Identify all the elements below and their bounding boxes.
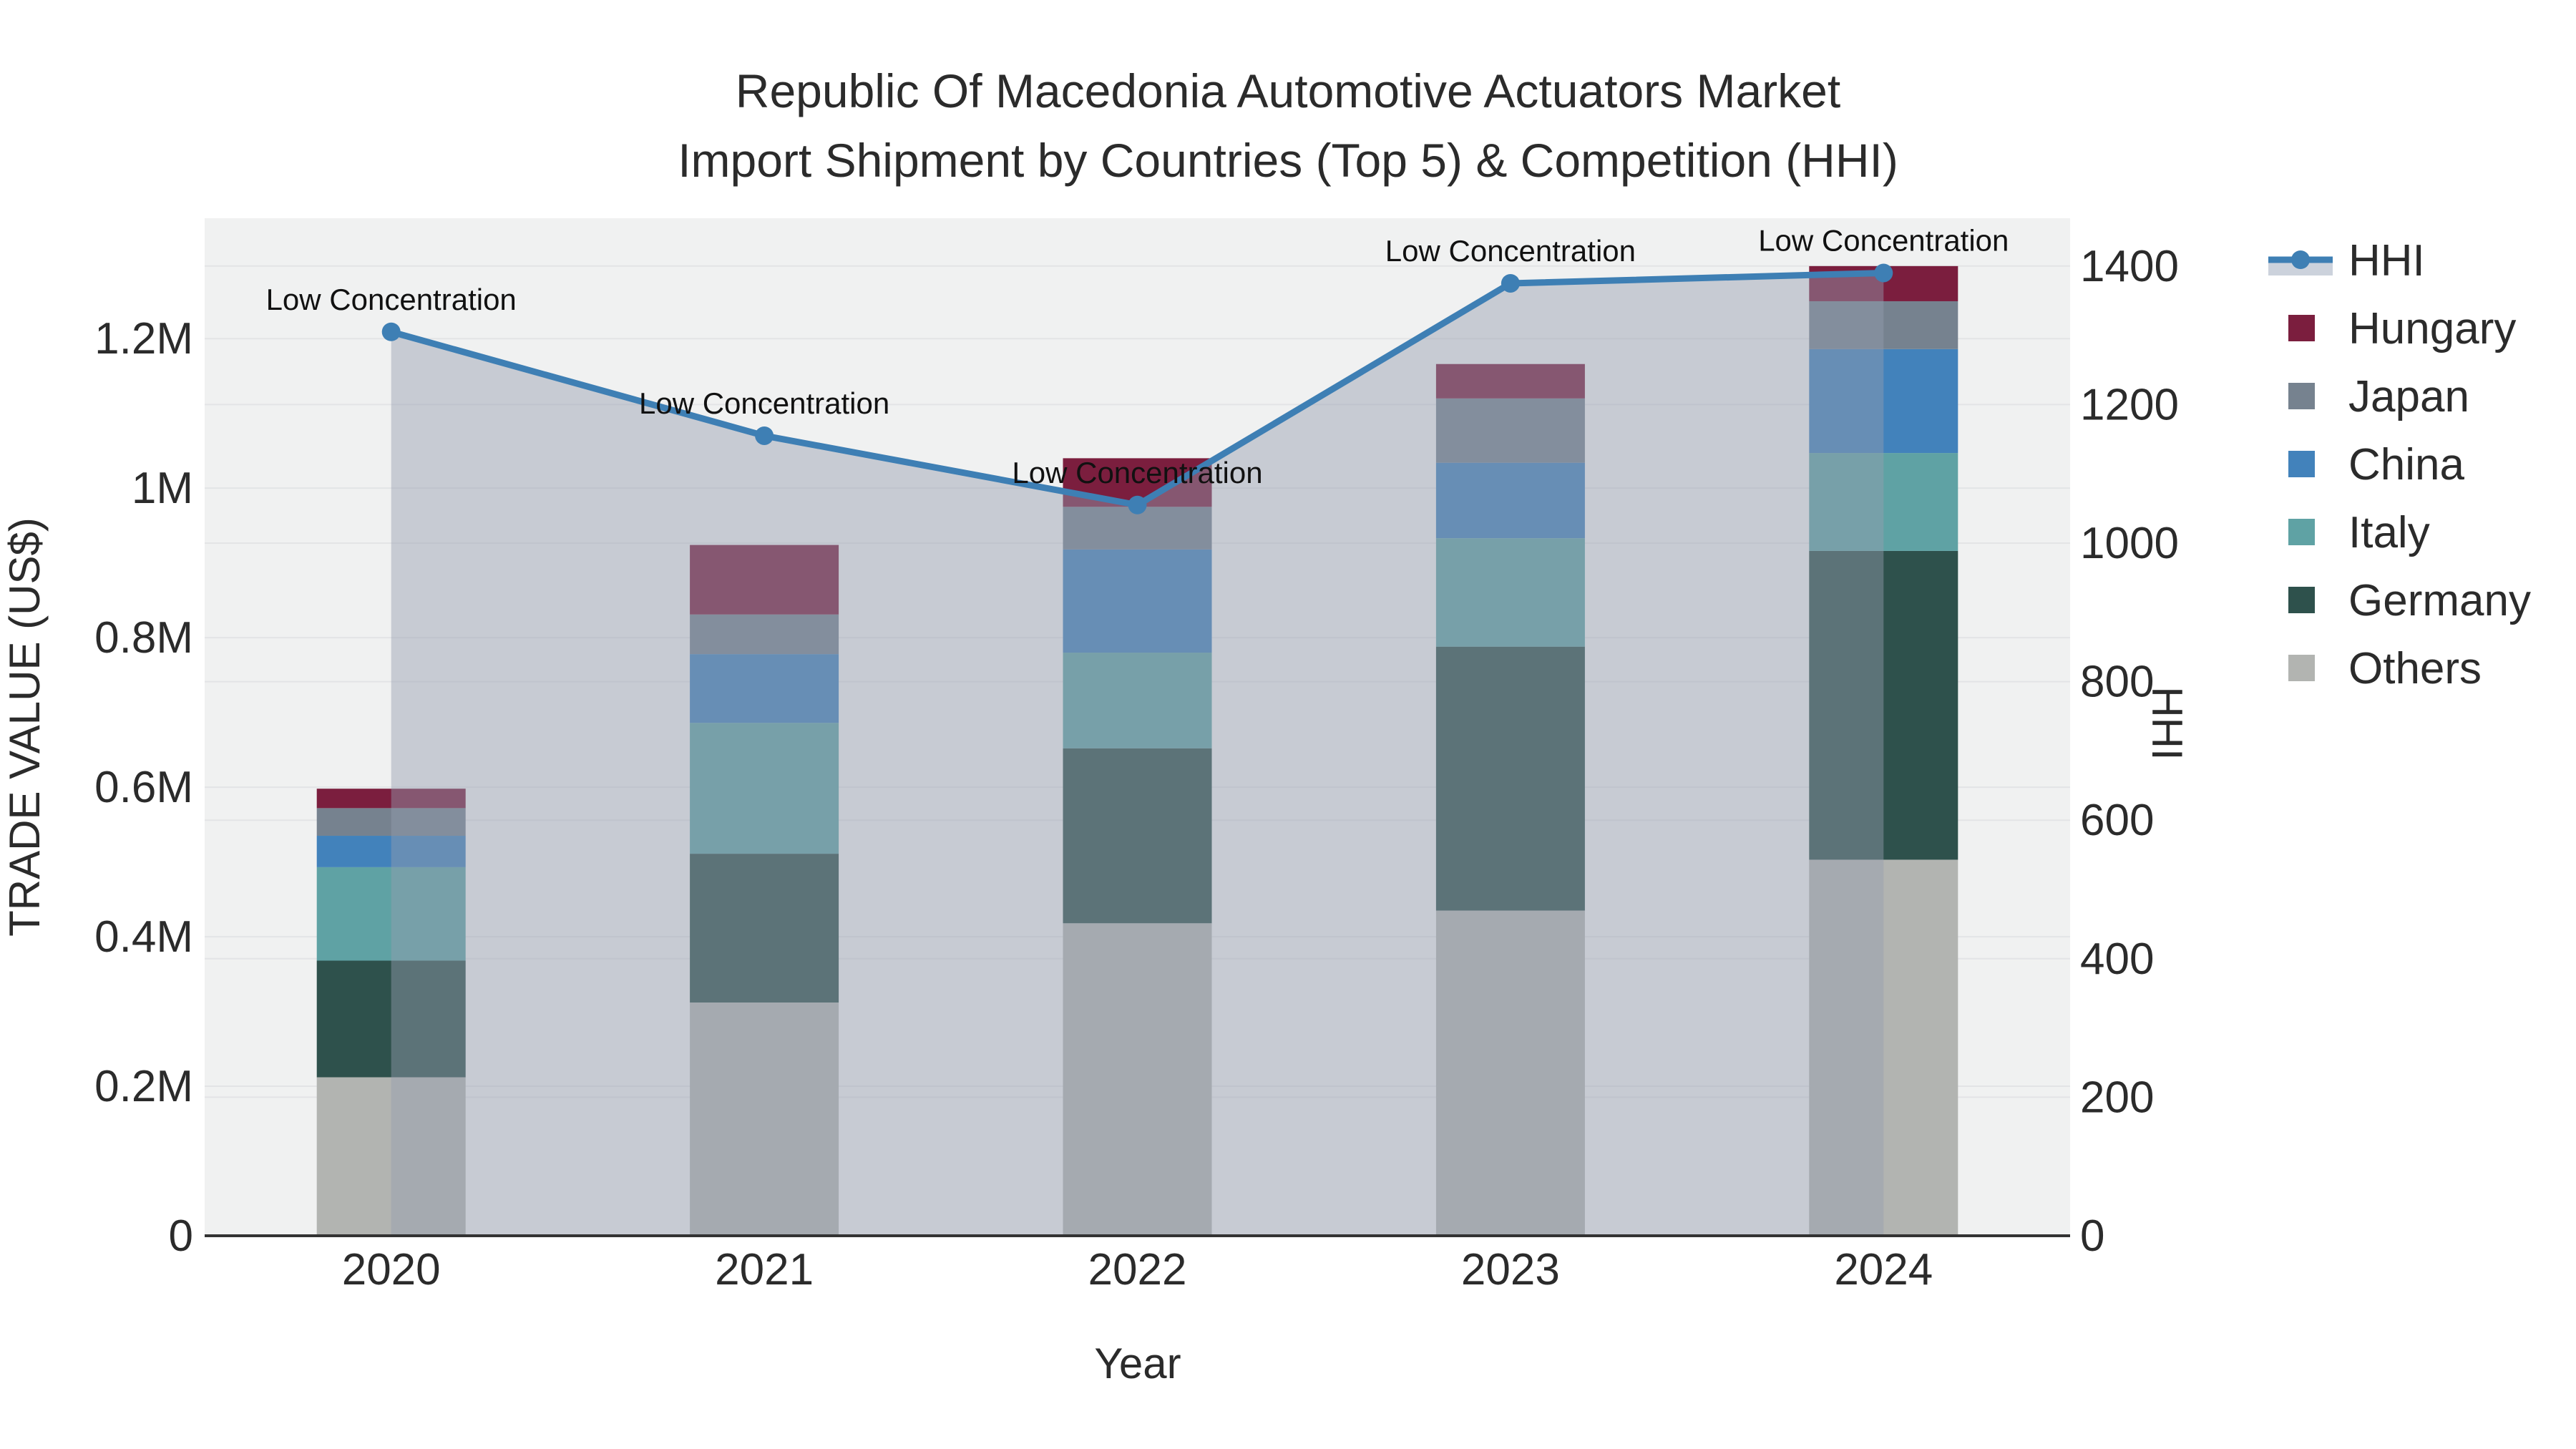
china-swatch — [2288, 451, 2315, 477]
annotation-2021: Low Concentration — [639, 386, 889, 420]
legend-label-hhi: HHI — [2348, 236, 2425, 286]
x-axis-title: Year — [1094, 1340, 1181, 1387]
bar-layer — [316, 265, 1958, 1236]
y-left-tick-0.6M: 0.6M — [94, 763, 193, 812]
bar-segment-italy-2023[interactable] — [1435, 538, 1585, 647]
bar-segment-italy-2020[interactable] — [316, 867, 466, 961]
annotation-2020: Low Concentration — [266, 283, 517, 316]
bar-segment-italy-2022[interactable] — [1063, 653, 1212, 748]
bar-segment-china-2024[interactable] — [1809, 348, 1958, 454]
germany-swatch — [2288, 587, 2315, 613]
bar-segment-japan-2021[interactable] — [690, 614, 839, 655]
y-right-tick-800: 800 — [2080, 658, 2154, 707]
hhi-marker-2024[interactable] — [1874, 263, 1893, 283]
hhi-marker-2023[interactable] — [1501, 273, 1520, 293]
hungary-swatch — [2288, 315, 2315, 341]
legend-item-hungary[interactable]: Hungary — [2288, 304, 2516, 353]
bar-segment-others-2024[interactable] — [1809, 859, 1958, 1236]
bar-segment-others-2021[interactable] — [690, 1002, 839, 1236]
bar-segment-italy-2021[interactable] — [690, 723, 839, 854]
bar-segment-others-2022[interactable] — [1063, 923, 1212, 1236]
x-tick-2024: 2024 — [1834, 1245, 1933, 1294]
bar-segment-china-2022[interactable] — [1063, 549, 1212, 653]
y-right-tick-600: 600 — [2080, 796, 2154, 845]
chart-title-line2: Import Shipment by Countries (Top 5) & C… — [678, 134, 1898, 187]
bar-segment-china-2023[interactable] — [1435, 462, 1585, 539]
legend-label-japan: Japan — [2348, 372, 2469, 421]
hhi-marker-swatch — [2291, 250, 2310, 269]
annotation-2023: Low Concentration — [1385, 234, 1636, 268]
bar-segment-germany-2022[interactable] — [1063, 748, 1212, 924]
legend-label-germany: Germany — [2348, 576, 2531, 625]
legend-label-italy: Italy — [2348, 508, 2430, 557]
hhi-area-fill — [391, 273, 1884, 1236]
y-right-tick-1400: 1400 — [2080, 242, 2179, 291]
x-tick-2020: 2020 — [342, 1245, 441, 1294]
japan-swatch — [2288, 383, 2315, 409]
bar-segment-italy-2024[interactable] — [1809, 453, 1958, 551]
bar-segment-others-2020[interactable] — [316, 1077, 466, 1236]
hhi-marker-2021[interactable] — [755, 426, 774, 445]
y-left-tick-0.8M: 0.8M — [94, 613, 193, 663]
bar-segment-hungary-2021[interactable] — [690, 545, 839, 615]
bar-segment-hungary-2023[interactable] — [1435, 364, 1585, 399]
y-right-tick-1000: 1000 — [2080, 519, 2179, 568]
legend-item-italy[interactable]: Italy — [2288, 508, 2430, 557]
y-left-tick-1.2M: 1.2M — [94, 314, 193, 364]
y-left-tick-0.4M: 0.4M — [94, 912, 193, 962]
bar-segment-japan-2020[interactable] — [316, 808, 466, 836]
x-tick-2022: 2022 — [1088, 1245, 1187, 1294]
chart-title-line1: Republic Of Macedonia Automotive Actuato… — [736, 64, 1840, 117]
y-right-tick-0: 0 — [2080, 1211, 2104, 1261]
y-left-tick-1M: 1M — [132, 464, 193, 513]
bar-segment-germany-2020[interactable] — [316, 960, 466, 1078]
bar-segment-germany-2024[interactable] — [1809, 550, 1958, 860]
legend-label-hungary: Hungary — [2348, 304, 2516, 353]
annotation-layer: Low Concentration Low Concentration Low Co… — [266, 223, 2009, 489]
hhi-marker-2020[interactable] — [381, 322, 401, 341]
legend-item-japan[interactable]: Japan — [2288, 372, 2469, 421]
y-right-tick-400: 400 — [2080, 935, 2154, 984]
bar-segment-japan-2024[interactable] — [1809, 301, 1958, 349]
y-left-axis-title: TRADE VALUE (US$) — [1, 517, 49, 937]
bar-segment-china-2020[interactable] — [316, 836, 466, 867]
bar-segment-germany-2023[interactable] — [1435, 646, 1585, 911]
x-tick-2021: 2021 — [715, 1245, 814, 1294]
y-right-tick-1200: 1200 — [2080, 380, 2179, 429]
annotation-2024: Low Concentration — [1758, 223, 2009, 257]
hhi-marker-2022[interactable] — [1128, 495, 1147, 514]
y-right-tick-200: 200 — [2080, 1073, 2154, 1122]
legend-item-hhi[interactable]: HHI — [2268, 236, 2425, 286]
x-tick-2023: 2023 — [1461, 1245, 1560, 1294]
y-left-tick-0: 0 — [169, 1211, 193, 1261]
italy-swatch — [2288, 519, 2315, 545]
y-left-tick-0.2M: 0.2M — [94, 1062, 193, 1111]
bar-segment-hungary-2020[interactable] — [316, 789, 466, 809]
legend: HHI Hungary Japan China Italy Germany Ot… — [2268, 236, 2531, 693]
legend-item-china[interactable]: China — [2288, 440, 2465, 489]
legend-item-others[interactable]: Others — [2288, 644, 2482, 693]
others-swatch — [2288, 655, 2315, 681]
hhi-line-layer — [381, 263, 1893, 1236]
tick-label-layer: 0 0.2M 0.4M 0.6M 0.8M 1M 1.2M 0 200 400 600 800 1000… — [94, 242, 2179, 1294]
bar-segment-china-2021[interactable] — [690, 654, 839, 723]
legend-label-china: China — [2348, 440, 2465, 489]
bar-segment-germany-2021[interactable] — [690, 854, 839, 1003]
bar-segment-japan-2023[interactable] — [1435, 398, 1585, 463]
annotation-2022: Low Concentration — [1012, 456, 1262, 489]
legend-item-germany[interactable]: Germany — [2288, 576, 2531, 625]
y-right-axis-title: HHI — [2143, 686, 2191, 760]
legend-label-others: Others — [2348, 644, 2482, 693]
bar-segment-others-2023[interactable] — [1435, 910, 1585, 1236]
